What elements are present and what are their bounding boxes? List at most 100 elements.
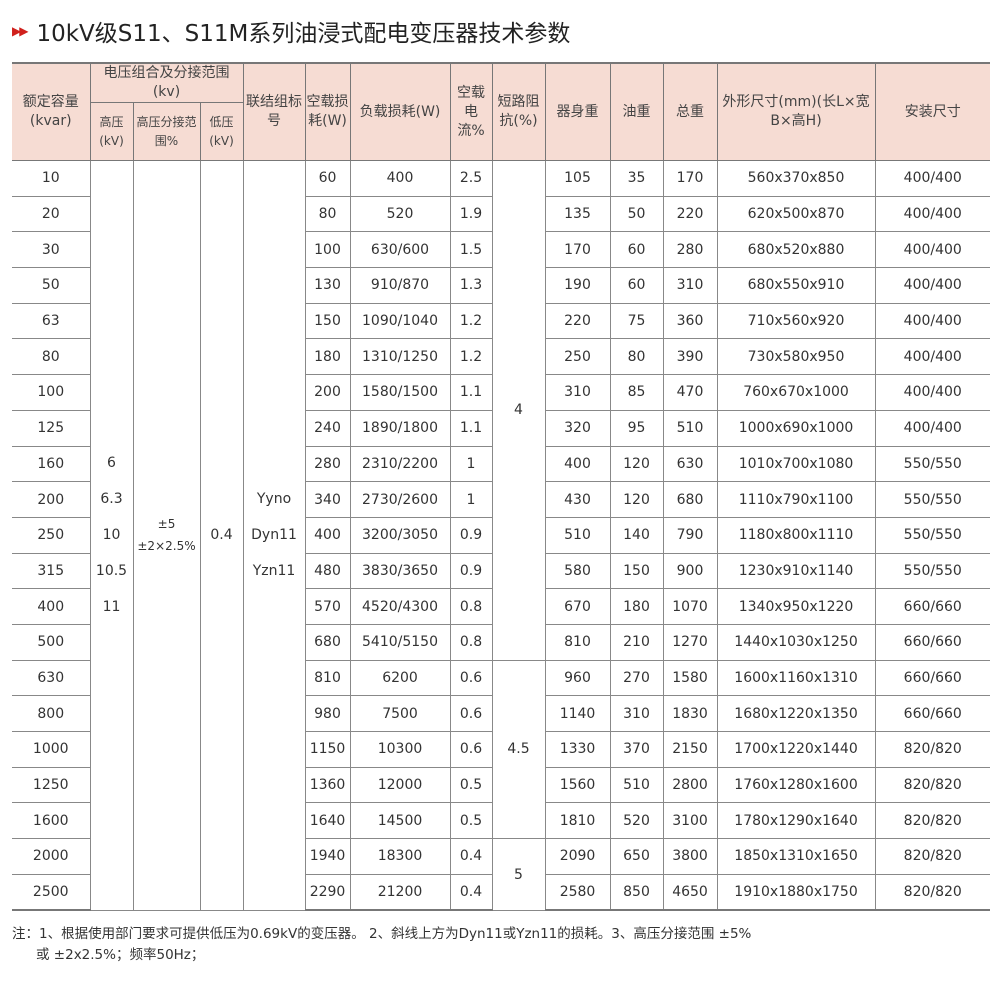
cell-no-load-current: 0.4: [449, 873, 493, 912]
cell-no-load-loss: 80: [304, 195, 351, 233]
spec-table: 额定容量(kvar) 电压组合及分接范围(kv) 联结组标号 空载损耗(W) 负…: [12, 62, 991, 912]
cell-body-weight: 400: [544, 445, 611, 483]
cell-oil-weight: 180: [609, 588, 664, 625]
cell-body-weight: 190: [544, 267, 611, 304]
cell-no-load-loss: 130: [304, 267, 351, 304]
cell-load-loss: 1090/1040: [349, 302, 451, 340]
cell-capacity: 1600: [12, 802, 91, 840]
cell-tap: ±5 ±2×2.5%: [132, 160, 201, 911]
cell-total-weight: 280: [662, 231, 718, 269]
cell-no-load-loss: 60: [304, 160, 351, 197]
cell-connection: Yyno Dyn11 Yzn11: [242, 160, 306, 911]
cell-no-load-loss: 2290: [304, 873, 351, 912]
cell-load-loss: 1580/1500: [349, 374, 451, 411]
cell-no-load-loss: 280: [304, 445, 351, 483]
cell-install: 820/820: [874, 731, 991, 768]
cell-total-weight: 1070: [662, 588, 718, 625]
cell-no-load-loss: 180: [304, 338, 351, 376]
cell-body-weight: 670: [544, 588, 611, 625]
cell-dimensions: 1440x1030x1250: [716, 623, 876, 661]
cell-hv-line: 11: [102, 599, 121, 616]
cell-no-load-loss: 240: [304, 409, 351, 447]
cell-hv: 6 6.3 10 10.5 11: [89, 160, 134, 911]
cell-body-weight: 220: [544, 302, 611, 340]
table-row: 30 100 630/600 1.5 170 60 280 680x520x880 400/40…: [12, 231, 991, 269]
cell-install: 660/660: [874, 695, 991, 732]
cell-total-weight: 4650: [662, 873, 718, 912]
cell-capacity: 2000: [12, 838, 91, 875]
header-install: 安装尺寸: [874, 62, 991, 161]
cell-load-loss: 3200/3050: [349, 516, 451, 554]
cell-dimensions: 730x580x950: [716, 338, 876, 376]
cell-total-weight: 680: [662, 481, 718, 518]
cell-connection-line: Yzn11: [252, 563, 296, 580]
cell-no-load-current: 1.2: [449, 302, 493, 340]
cell-no-load-current: 0.4: [449, 838, 493, 875]
cell-install: 400/400: [874, 302, 991, 340]
cell-total-weight: 2150: [662, 731, 718, 768]
cell-no-load-current: 1.2: [449, 338, 493, 376]
cell-capacity: 160: [12, 445, 91, 483]
footnote-line-1: 注：1、根据使用部门要求可提供低压为0.69kV的变压器。 2、斜线上方为Dyn…: [12, 926, 752, 942]
cell-dimensions: 1780x1290x1640: [716, 802, 876, 840]
header-hv: 高压(kV): [90, 102, 134, 161]
cell-total-weight: 390: [662, 338, 718, 376]
cell-total-weight: 360: [662, 302, 718, 340]
table-row: 2500 2290 21200 0.4 2580 850 4650 1910x1880x175…: [12, 873, 991, 912]
cell-body-weight: 1140: [544, 695, 611, 732]
cell-dimensions: 1680x1220x1350: [716, 695, 876, 732]
cell-load-loss: 630/600: [349, 231, 451, 269]
cell-capacity: 50: [12, 267, 91, 304]
cell-no-load-current: 2.5: [449, 160, 493, 197]
header-no-load-current: 空载电流%: [449, 62, 493, 161]
cell-impedance: 4.5: [491, 659, 546, 840]
table-row: 100 200 1580/1500 1.1 310 85 470 760x670x1000 40…: [12, 374, 991, 411]
table-row: 800 980 7500 0.6 1140 310 1830 1680x1220x1350 66…: [12, 695, 991, 732]
table-row: 1250 1360 12000 0.5 1560 510 2800 1760x1280x160…: [12, 766, 991, 804]
cell-oil-weight: 120: [609, 481, 664, 518]
header-dimensions: 外形尺寸(mm)(长L×宽B×高H): [716, 62, 876, 161]
header-oil-weight: 油重: [609, 62, 664, 161]
page-title: ▶▶ 10kV级S11、S11M系列油浸式配电变压器技术参数: [12, 14, 570, 48]
cell-no-load-current: 0.8: [449, 623, 493, 661]
cell-no-load-current: 1: [449, 481, 493, 518]
cell-body-weight: 810: [544, 623, 611, 661]
cell-load-loss: 520: [349, 195, 451, 233]
cell-load-loss: 7500: [349, 695, 451, 732]
cell-install: 400/400: [874, 374, 991, 411]
cell-dimensions: 680x550x910: [716, 267, 876, 304]
cell-body-weight: 1330: [544, 731, 611, 768]
cell-oil-weight: 520: [609, 802, 664, 840]
cell-dimensions: 1340x950x1220: [716, 588, 876, 625]
header-total-weight: 总重: [662, 62, 718, 161]
cell-capacity: 125: [12, 409, 91, 447]
cell-load-loss: 14500: [349, 802, 451, 840]
table-row: 1600 1640 14500 0.5 1810 520 3100 1780x1290x164…: [12, 802, 991, 840]
cell-total-weight: 1270: [662, 623, 718, 661]
cell-total-weight: 2800: [662, 766, 718, 804]
cell-load-loss: 910/870: [349, 267, 451, 304]
header-body-weight: 器身重: [544, 62, 611, 161]
header-no-load-loss: 空载损耗(W): [304, 62, 351, 161]
cell-no-load-loss: 1150: [304, 731, 351, 768]
header-lv: 低压(kV): [199, 102, 244, 161]
cell-oil-weight: 150: [609, 552, 664, 590]
table-row: 2000 1940 18300 0.4 5 2090 650 3800 1850x1310x16…: [12, 838, 991, 911]
cell-no-load-loss: 340: [304, 481, 351, 518]
header-tap: 高压分接范围%: [132, 102, 201, 161]
table-row: 400 570 4520/4300 0.8 670 180 1070 1340x950x122…: [12, 588, 991, 625]
cell-oil-weight: 50: [609, 195, 664, 233]
cell-dimensions: 1180x800x1110: [716, 516, 876, 554]
cell-load-loss: 5410/5150: [349, 623, 451, 661]
table-row: 80 180 1310/1250 1.2 250 80 390 730x580x950 400/…: [12, 338, 991, 376]
cell-body-weight: 1810: [544, 802, 611, 840]
cell-no-load-current: 0.8: [449, 588, 493, 625]
cell-total-weight: 790: [662, 516, 718, 554]
cell-load-loss: 3830/3650: [349, 552, 451, 590]
cell-no-load-loss: 1940: [304, 838, 351, 875]
cell-no-load-loss: 1360: [304, 766, 351, 804]
cell-capacity: 63: [12, 302, 91, 340]
cell-no-load-loss: 150: [304, 302, 351, 340]
cell-load-loss: 21200: [349, 873, 451, 912]
cell-no-load-current: 1.1: [449, 374, 493, 411]
